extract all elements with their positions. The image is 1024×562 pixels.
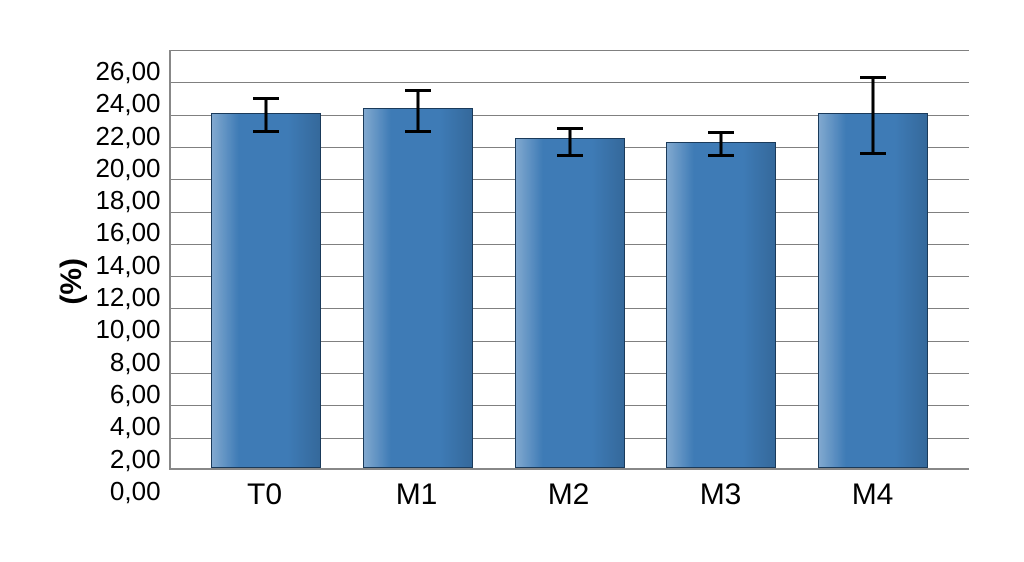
error-cap-bottom — [557, 154, 583, 157]
bar — [818, 113, 928, 468]
error-cap-top — [405, 89, 431, 92]
error-cap-top — [708, 131, 734, 134]
error-bar — [720, 132, 723, 155]
error-cap-bottom — [708, 154, 734, 157]
bar — [515, 138, 625, 468]
error-cap-bottom — [860, 152, 886, 155]
bar-slot — [818, 50, 928, 468]
error-cap-bottom — [405, 130, 431, 133]
xtick: T0 — [210, 478, 320, 512]
bar-highlight — [364, 109, 472, 467]
bar-slot — [666, 50, 776, 468]
bars-container — [171, 50, 969, 468]
xtick: M4 — [818, 478, 928, 512]
bar-highlight — [819, 114, 927, 467]
bar-highlight — [516, 139, 624, 467]
bar-slot — [515, 50, 625, 468]
y-axis-ticks: 26,00 24,00 22,00 20,00 18,00 16,00 14,0… — [95, 71, 168, 491]
bar — [666, 142, 776, 468]
bar-slot — [363, 50, 473, 468]
xtick: M1 — [362, 478, 472, 512]
plot-area — [169, 50, 969, 470]
bar-highlight — [667, 143, 775, 467]
error-cap-bottom — [253, 130, 279, 133]
y-axis-label: (%) — [55, 258, 89, 305]
error-cap-top — [557, 127, 583, 130]
bar-highlight — [212, 114, 320, 467]
error-bar — [416, 90, 419, 130]
error-bar — [265, 98, 268, 130]
error-bar — [568, 128, 571, 155]
xtick: M2 — [514, 478, 624, 512]
error-bar — [871, 77, 874, 153]
xtick: M3 — [666, 478, 776, 512]
bar-chart: (%) 26,00 24,00 22,00 20,00 18,00 16,00 … — [55, 50, 968, 512]
bar-slot — [211, 50, 321, 468]
error-cap-top — [253, 97, 279, 100]
error-cap-top — [860, 76, 886, 79]
bar — [363, 108, 473, 468]
plot-column: T0 M1 M2 M3 M4 — [169, 50, 969, 512]
x-axis-ticks: T0 M1 M2 M3 M4 — [169, 470, 969, 512]
bar — [211, 113, 321, 468]
